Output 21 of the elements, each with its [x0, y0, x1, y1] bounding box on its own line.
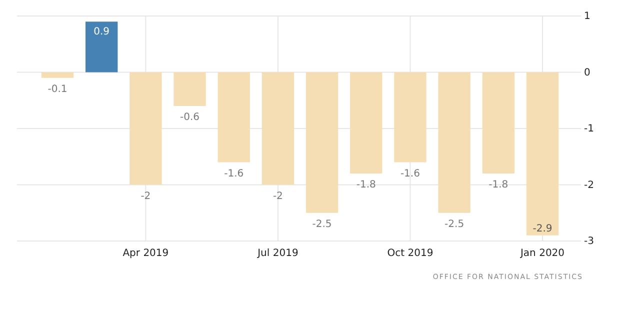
data-label: -1.6 — [400, 168, 420, 180]
data-label: -1.8 — [356, 180, 376, 190]
data-label: 0.9 — [94, 26, 110, 38]
data-label: -0.6 — [180, 112, 200, 123]
y-tick-label: -1 — [584, 124, 594, 135]
y-tick-label: -3 — [584, 236, 594, 248]
data-label: -2.5 — [444, 218, 464, 230]
data-label: -2 — [272, 190, 283, 202]
data-label: -2.9 — [532, 223, 552, 234]
y-tick-label: 1 — [584, 11, 590, 22]
data-label: -2 — [140, 190, 151, 202]
data-label: -1.8 — [488, 180, 508, 190]
data-label: -0.1 — [48, 84, 68, 95]
x-tick-label: Jul 2019 — [256, 248, 298, 260]
x-tick-label: Apr 2019 — [122, 248, 169, 260]
data-label: -2.5 — [312, 218, 332, 230]
x-tick-label: Oct 2019 — [387, 248, 434, 260]
y-tick-label: -2 — [584, 180, 594, 191]
y-tick-label: 0 — [584, 67, 590, 78]
x-tick-label: Jan 2020 — [519, 248, 565, 260]
data-label: -1.6 — [224, 168, 244, 180]
